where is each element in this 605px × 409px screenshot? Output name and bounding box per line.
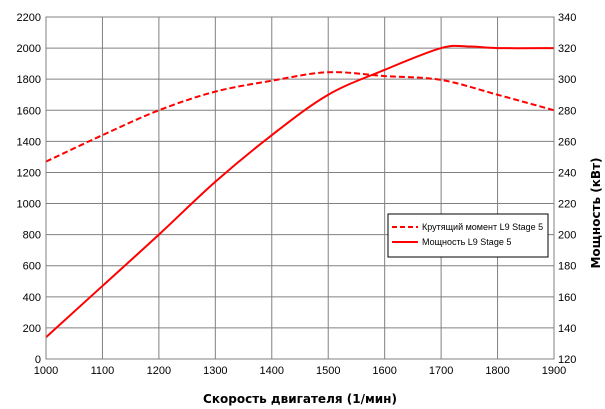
y-right-tick-labels: 120 140 160 180 200 220 240 260 280 300 320 340 bbox=[558, 12, 576, 366]
y-right-tick-label: 120 bbox=[558, 354, 576, 366]
x-tick-labels: 1000 1100 1200 1300 1400 1500 1600 1700 1800 1900 bbox=[34, 365, 566, 377]
y-left-tick-label: 1200 bbox=[17, 167, 41, 179]
y-left-tick-label: 2000 bbox=[17, 43, 41, 55]
y-left-tick-label: 800 bbox=[23, 230, 41, 242]
y-right-tick-label: 320 bbox=[558, 43, 576, 55]
x-tick-label: 1800 bbox=[485, 365, 509, 377]
x-tick-label: 1900 bbox=[542, 365, 566, 377]
power-line bbox=[45, 44, 555, 338]
y-left-tick-label: 0 bbox=[35, 354, 41, 366]
y-right-tick-label: 340 bbox=[558, 12, 576, 24]
legend: Крутящий момент L9 Stage 5 Мощность L9 S… bbox=[387, 213, 549, 258]
x-tick-label: 1000 bbox=[34, 365, 58, 377]
y-left-tick-label: 1400 bbox=[17, 136, 41, 148]
x-tick-label: 1400 bbox=[260, 365, 284, 377]
legend-label-torque: Крутящий момент L9 Stage 5 bbox=[422, 222, 543, 232]
legend-label-power: Мощность L9 Stage 5 bbox=[422, 237, 511, 247]
plot-area bbox=[46, 17, 554, 359]
y-right-tick-label: 160 bbox=[558, 292, 576, 304]
y-left-tick-label: 2200 bbox=[17, 12, 41, 24]
x-axis-title: Скорость двигателя (1/мин) bbox=[203, 392, 397, 406]
y-right-tick-label: 300 bbox=[558, 74, 576, 86]
x-tick-label: 1600 bbox=[372, 365, 396, 377]
x-tick-label: 1700 bbox=[429, 365, 453, 377]
y-left-tick-label: 200 bbox=[23, 323, 41, 335]
x-tick-label: 1300 bbox=[203, 365, 227, 377]
y-left-tick-label: 1000 bbox=[17, 199, 41, 211]
plot-border bbox=[45, 16, 555, 360]
y-right-tick-label: 180 bbox=[558, 261, 576, 273]
y-left-tick-labels: 0 200 400 600 800 1000 1200 1400 1600 1800 2000 220… bbox=[17, 12, 41, 366]
x-tick-label: 1100 bbox=[91, 365, 115, 377]
y-right-tick-label: 200 bbox=[558, 230, 576, 242]
y-left-tick-label: 600 bbox=[23, 261, 41, 273]
y-right-tick-label: 220 bbox=[558, 199, 576, 211]
y-right-tick-label: 240 bbox=[558, 167, 576, 179]
x-tick-label: 1200 bbox=[147, 365, 171, 377]
y-left-tick-label: 400 bbox=[23, 292, 41, 304]
y-left-tick-label: 1600 bbox=[17, 105, 41, 117]
y-right-tick-label: 280 bbox=[558, 105, 576, 117]
torque-line bbox=[45, 71, 555, 163]
legend-box bbox=[387, 213, 549, 258]
y-right-tick-label: 260 bbox=[558, 136, 576, 148]
series-layer bbox=[45, 44, 555, 338]
y-right-tick-label: 140 bbox=[558, 323, 576, 335]
x-tick-label: 1500 bbox=[316, 365, 340, 377]
y-left-tick-label: 1800 bbox=[17, 74, 41, 86]
y-right-axis-title: Мощность (кВт) bbox=[589, 157, 603, 268]
